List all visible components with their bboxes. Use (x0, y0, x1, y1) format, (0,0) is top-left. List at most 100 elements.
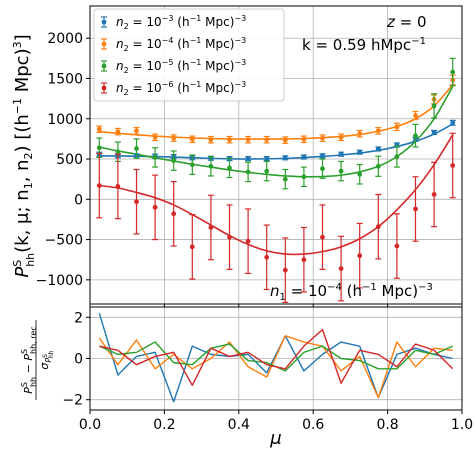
top-y-ticks: −1000 −500 0 500 1000 1500 2000 (36, 31, 90, 289)
data-point (245, 137, 251, 143)
legend-item-1: n2 = 10−3 (h−1 Mpc)−3 (101, 14, 246, 31)
bottom-y-tick-label: −2 (62, 393, 83, 409)
residual-line-series-2 (98, 335, 453, 399)
data-point (413, 133, 418, 139)
bottom-x-tick-label: 0.2 (153, 417, 175, 433)
data-point (320, 153, 325, 159)
data-point (245, 156, 251, 162)
data-point (320, 166, 325, 172)
legend-item-3: n2 = 10−5 (h−1 Mpc)−3 (101, 58, 246, 75)
legend-marker-point (101, 85, 107, 91)
data-point (171, 211, 177, 217)
data-point (431, 103, 437, 109)
legend-marker-point (101, 19, 107, 25)
data-point (282, 267, 288, 273)
data-point (264, 168, 270, 174)
bottom-residual-lines (98, 312, 454, 403)
bottom-y-tick-label: 2 (74, 310, 83, 326)
data-point (115, 149, 121, 155)
data-point (413, 206, 418, 212)
bottom-x-tick-label: 0.4 (228, 417, 250, 433)
data-point (375, 224, 381, 230)
data-point (338, 168, 344, 174)
data-point (431, 130, 437, 135)
data-point (208, 163, 214, 169)
data-point (357, 131, 363, 137)
bottom-y-axis-label: PShh − PShh, rec σPShh (20, 320, 55, 400)
data-point (96, 145, 102, 151)
data-point (208, 225, 214, 230)
data-point (134, 146, 139, 151)
annotation-n1: n1 = 10−4 (h−1 Mpc)−3 (270, 282, 433, 303)
data-point (282, 155, 288, 161)
top-y-tick-label: 1000 (47, 112, 83, 128)
data-point (152, 155, 158, 160)
data-point (227, 165, 232, 171)
data-point (394, 124, 400, 130)
bottom-x-tick-label: 0.0 (79, 417, 101, 433)
data-point (301, 257, 307, 263)
data-point (301, 174, 307, 180)
data-point (245, 169, 251, 175)
data-point (375, 163, 381, 169)
top-data-points (96, 57, 456, 303)
bottom-x-tick-label: 0.6 (302, 417, 324, 433)
model-curve-series-4 (99, 134, 454, 256)
x-axis-label: μ (269, 428, 281, 449)
data-point (357, 253, 363, 259)
data-point (320, 234, 325, 240)
data-point (301, 154, 307, 160)
svg-text:σPShh: σPShh (38, 350, 55, 369)
data-point (115, 129, 121, 135)
data-point (320, 135, 325, 141)
data-point (264, 137, 270, 143)
top-y-tick-label: 2000 (47, 31, 83, 47)
data-point (227, 234, 232, 240)
top-y-axis-label: PShh(k, μ; n1, n2) [(h−1 Mpc)3] (11, 34, 37, 277)
data-point (189, 244, 195, 250)
annotation-redshift: z = 0 (386, 13, 427, 31)
data-point (375, 128, 381, 134)
bottom-x-ticks: 0.0 0.2 0.4 0.6 0.8 1.0 (79, 410, 473, 433)
data-point (413, 113, 418, 118)
data-point (431, 192, 437, 197)
annotation-wavenumber: k = 0.59 hMpc−1 (302, 36, 426, 54)
top-y-tick-label: 0 (74, 192, 83, 208)
legend: n2 = 10−3 (h−1 Mpc)−3 n2 = 10−4 (h−1 Mpc)… (93, 8, 285, 102)
data-point (375, 146, 381, 152)
bottom-x-tick-label: 1.0 (451, 417, 473, 433)
data-point (134, 128, 139, 134)
legend-marker-point (101, 63, 107, 69)
top-y-tick-label: −1000 (36, 273, 83, 289)
bottom-panel: −2 0 2 0.0 0.2 0.4 0.6 0.8 1.0 μ PShh − PShh, r… (20, 306, 473, 449)
data-point (338, 134, 344, 140)
bottom-y-ticks: −2 0 2 (62, 310, 90, 409)
data-point (134, 199, 139, 205)
top-panel: −1000 −500 0 500 1000 1500 2000 n2 = 10−3 (h−1… (11, 5, 463, 308)
top-y-tick-label: 500 (56, 152, 83, 168)
data-point (338, 266, 344, 271)
data-point (189, 162, 195, 168)
data-point (152, 134, 158, 140)
legend-label: n2 = 10−5 (h−1 Mpc)−3 (116, 58, 246, 75)
data-point (338, 151, 344, 157)
points-series-3 (96, 57, 456, 190)
points-series-4 (96, 132, 456, 303)
data-point (152, 204, 158, 210)
legend-item-4: n2 = 10−6 (h−1 Mpc)−3 (101, 80, 246, 97)
data-point (282, 137, 288, 143)
data-point (227, 137, 232, 143)
data-point (301, 136, 307, 142)
top-y-tick-label: −500 (45, 233, 83, 249)
residual-line-series-1 (98, 312, 453, 403)
data-point (394, 243, 400, 249)
data-point (96, 126, 102, 132)
legend-label: n2 = 10−4 (h−1 Mpc)−3 (116, 36, 246, 53)
legend-item-2: n2 = 10−4 (h−1 Mpc)−3 (101, 36, 246, 53)
top-plot-frame (89, 5, 463, 305)
bottom-x-tick-label: 0.8 (376, 417, 398, 433)
residual-line-series-4 (99, 328, 454, 386)
data-point (450, 163, 456, 168)
data-point (264, 156, 270, 162)
